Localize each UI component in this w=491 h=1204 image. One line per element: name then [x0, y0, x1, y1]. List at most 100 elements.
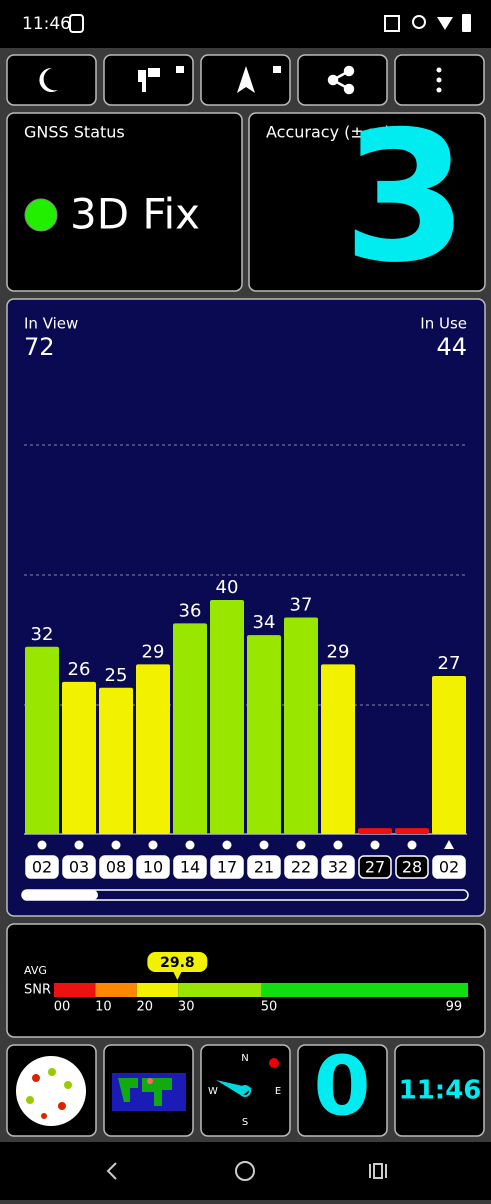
prn-badge — [395, 855, 429, 879]
share-icon — [327, 65, 355, 95]
snr-bar[interactable] — [173, 623, 207, 834]
compass-needle — [216, 1080, 252, 1096]
avg-pointer — [172, 970, 183, 980]
moon-icon — [39, 67, 58, 92]
snr-value: 32 — [31, 624, 54, 645]
wifi-icon — [437, 17, 453, 30]
share-button[interactable] — [297, 54, 388, 106]
avg-label: AVG — [24, 964, 47, 977]
snr-segment — [136, 983, 179, 997]
poi-icon — [138, 68, 160, 92]
in-use-tile[interactable] — [297, 1044, 388, 1137]
prn-label: 21 — [254, 858, 274, 877]
prn-badge — [25, 855, 59, 879]
gnss-status-label: GNSS Status — [24, 123, 125, 142]
avg-value: 29.8 — [160, 955, 195, 971]
tile-in-use: 0 — [313, 1039, 370, 1134]
prn-label: 03 — [69, 858, 89, 877]
prn-label: 22 — [291, 858, 311, 877]
fix-text: 3D Fix — [70, 190, 200, 239]
prn-label: 17 — [217, 858, 237, 877]
snr-value: 26 — [68, 659, 91, 680]
marker — [148, 840, 158, 850]
accuracy-value: 3 — [343, 93, 468, 302]
snr-value: 29 — [142, 641, 165, 662]
snr-value: 40 — [216, 577, 239, 598]
night-mode-button[interactable] — [6, 54, 97, 106]
avg-badge — [147, 952, 208, 972]
battery-icon — [462, 14, 471, 32]
accuracy-label: Accuracy (± m) — [266, 123, 391, 142]
prn-label: 02 — [439, 858, 459, 877]
prn-badge — [136, 855, 170, 879]
prn-badge — [173, 855, 207, 879]
snr-bar[interactable] — [284, 617, 318, 834]
snr-value: 27 — [438, 653, 461, 674]
snr-bar[interactable] — [210, 600, 244, 834]
snr-label: SNR — [24, 983, 51, 998]
recents-button[interactable] — [369, 1163, 387, 1179]
prn-badge — [284, 855, 318, 879]
marker — [259, 840, 269, 850]
marker — [370, 840, 380, 850]
location-icon — [412, 15, 426, 29]
marker — [37, 840, 47, 850]
tiles: 0 11:46 — [6, 1039, 485, 1137]
snr-bar[interactable] — [136, 664, 170, 834]
clock-tile[interactable] — [394, 1044, 485, 1137]
marker — [185, 840, 195, 850]
nfc-icon — [384, 15, 400, 32]
snr-tick-label: 30 — [178, 1000, 195, 1015]
snr-tick-label: 20 — [137, 1000, 154, 1015]
menu-icon — [436, 67, 442, 93]
snr-bar[interactable] — [358, 828, 392, 834]
snr-value: 25 — [105, 665, 128, 686]
status-time: 11:46 — [22, 14, 71, 34]
snr-tick-label: 99 — [446, 1000, 463, 1015]
lock-icon — [176, 66, 184, 73]
snr-tick-label: 10 — [95, 1000, 112, 1015]
snr-bar[interactable] — [432, 676, 466, 834]
status-bar — [0, 0, 491, 48]
snr-bar[interactable] — [25, 646, 59, 834]
prn-badge — [99, 855, 133, 879]
marker — [74, 840, 84, 850]
poi-button[interactable] — [103, 54, 194, 106]
compass-letter: E — [275, 1086, 281, 1097]
prn-badge — [358, 855, 392, 879]
snr-value: 34 — [253, 612, 276, 633]
marker — [222, 840, 232, 850]
snr-segment — [54, 983, 96, 997]
prn-badge — [247, 855, 281, 879]
snr-bar[interactable] — [247, 635, 281, 834]
snr-tick-label: 00 — [54, 1000, 71, 1015]
snr-bar[interactable] — [99, 687, 133, 834]
prn-label: 08 — [106, 858, 126, 877]
marker — [333, 840, 343, 850]
in-use-value: 44 — [436, 333, 467, 361]
snr-segment — [261, 983, 468, 997]
snr-panel — [6, 923, 486, 1038]
snr-bar[interactable] — [62, 681, 96, 834]
snr-bar[interactable] — [321, 664, 355, 834]
in-use-label: In Use — [420, 315, 467, 333]
home-button[interactable] — [235, 1161, 255, 1181]
scroll-thumb[interactable] — [22, 890, 98, 900]
accuracy-panel — [248, 112, 486, 292]
snr-bar[interactable] — [395, 828, 429, 834]
back-button[interactable] — [106, 1162, 117, 1180]
gnss-status-panel — [6, 112, 243, 292]
snr-value: 36 — [179, 600, 202, 621]
prn-label: 02 — [32, 858, 52, 877]
nav-bar — [0, 1142, 491, 1200]
prn-badge — [210, 855, 244, 879]
tile-clock: 11:46 — [399, 1076, 482, 1106]
in-view-label: In View — [24, 315, 78, 333]
compass-letter: N — [241, 1053, 248, 1064]
lock-icon — [273, 66, 281, 73]
toolbar — [6, 54, 485, 106]
notification-icon — [69, 14, 84, 33]
compass-letter: S — [242, 1117, 248, 1128]
snr-value: 29 — [327, 641, 350, 662]
